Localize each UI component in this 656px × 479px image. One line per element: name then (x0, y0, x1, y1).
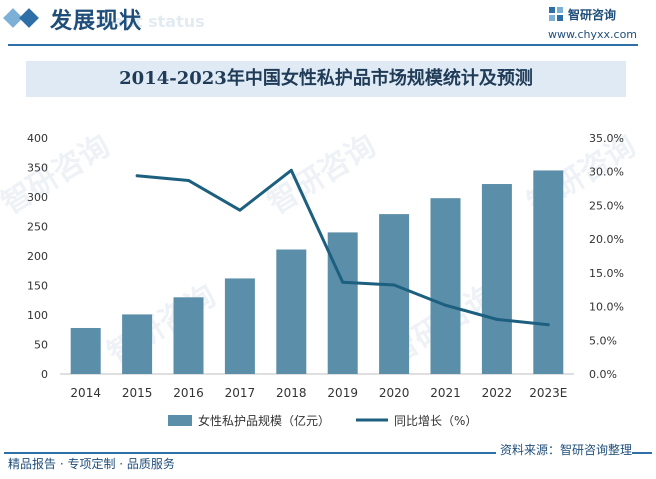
growth-point (546, 323, 550, 327)
data-source: 资料来源：智研咨询整理 (496, 441, 633, 458)
section-title: 发展现状 (50, 9, 143, 34)
y-right-tick-label: 35.0% (589, 132, 624, 145)
legend-bar-label: 女性私护品规模（亿元） (198, 413, 330, 428)
brand-url: www.chyxx.com (548, 28, 638, 41)
y-left-tick-label: 250 (27, 221, 48, 234)
bar (533, 170, 564, 374)
y-right-tick-label: 0.0% (589, 368, 617, 381)
y-left-tick-label: 100 (27, 309, 48, 322)
growth-point (238, 208, 242, 212)
growth-point (444, 303, 447, 307)
header: ment status 发展现状 智研咨询 www.chyxx.com (0, 0, 656, 58)
bar (224, 278, 255, 374)
brand-logo-icon (549, 7, 563, 21)
growth-point (341, 280, 345, 284)
brand-name: 智研咨询 (568, 8, 617, 22)
x-tick-label: 2020 (379, 386, 410, 400)
x-tick-label: 2015 (122, 386, 153, 400)
growth-point (187, 178, 190, 182)
y-right-tick-label: 20.0% (589, 233, 624, 246)
bar (327, 232, 358, 374)
footer-divider (4, 452, 652, 454)
bar (122, 314, 153, 374)
bar (173, 297, 204, 374)
bar (276, 249, 307, 374)
y-left-tick-label: 200 (27, 250, 48, 263)
y-left-tick-label: 150 (27, 280, 48, 293)
y-left-tick-label: 50 (34, 339, 48, 352)
x-tick-label: 2021 (430, 386, 461, 400)
x-tick-label: 2014 (70, 386, 101, 400)
x-tick-label: 2016 (173, 386, 204, 400)
legend-bar-swatch (168, 415, 192, 426)
y-left-tick-label: 0 (41, 368, 48, 381)
x-tick-label: 2022 (482, 386, 513, 400)
footer-tagline: 精品报告 · 专项定制 · 品质服务 (8, 457, 175, 471)
section-subtitle: ment status (96, 12, 205, 31)
growth-point (495, 317, 499, 321)
chart-title-band: 2014-2023年中国女性私护品市场规模统计及预测 (26, 61, 626, 97)
legend-line-label: 同比增长（%） (394, 414, 477, 428)
bar (70, 327, 101, 374)
y-right-tick-label: 5.0% (589, 334, 617, 347)
y-left-tick-label: 300 (27, 191, 48, 204)
x-tick-label: 2018 (276, 386, 307, 400)
bar (379, 214, 410, 374)
growth-point (135, 174, 139, 178)
bar (430, 198, 461, 374)
chart-title: 2014-2023年中国女性私护品市场规模统计及预测 (119, 68, 533, 89)
x-tick-label: 2023E (529, 386, 567, 400)
bar (481, 184, 512, 374)
brand-logo: 智研咨询 www.chyxx.com (548, 6, 644, 44)
y-right-tick-label: 30.0% (589, 166, 624, 179)
growth-point (289, 168, 293, 172)
x-tick-label: 2017 (225, 386, 256, 400)
x-tick-label: 2019 (327, 386, 358, 400)
header-divider (8, 44, 638, 46)
y-left-tick-label: 400 (27, 132, 48, 145)
growth-point (392, 283, 396, 287)
y-left-tick-label: 350 (27, 162, 48, 175)
y-right-tick-label: 25.0% (589, 199, 624, 212)
y-right-tick-label: 15.0% (589, 267, 624, 280)
y-right-tick-label: 10.0% (589, 301, 624, 314)
